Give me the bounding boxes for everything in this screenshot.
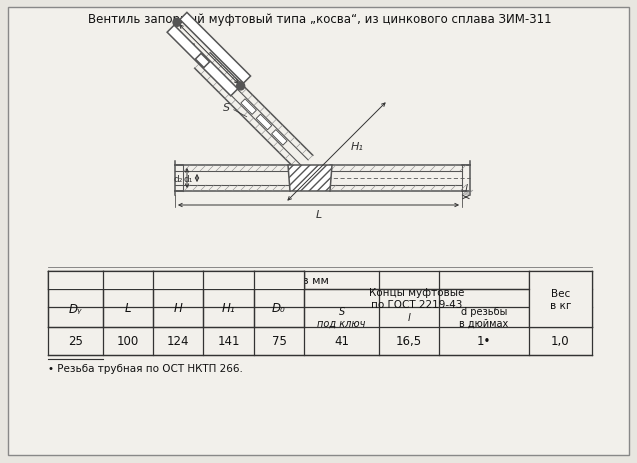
Text: L: L: [315, 210, 322, 219]
Text: 124: 124: [167, 335, 189, 348]
Text: 100: 100: [117, 335, 139, 348]
Text: L: L: [125, 302, 131, 315]
Bar: [48, 271, 103, 289]
Text: 16,5: 16,5: [396, 335, 422, 348]
Text: d₂: d₂: [174, 174, 183, 183]
Text: H₁: H₁: [222, 302, 236, 315]
Text: l: l: [408, 313, 411, 322]
Bar: [48, 271, 304, 289]
Polygon shape: [196, 54, 210, 69]
Text: 1,0: 1,0: [551, 335, 569, 348]
Text: 141: 141: [217, 335, 240, 348]
Text: H₁: H₁: [350, 142, 363, 152]
Text: D₀: D₀: [272, 302, 286, 315]
Text: Вентиль запорный муфтовый типа „косва“, из цинкового сплава ЗИМ-311: Вентиль запорный муфтовый типа „косва“, …: [88, 13, 552, 26]
Text: S
под ключ: S под ключ: [317, 307, 366, 328]
Bar: [529, 271, 592, 327]
Text: 25: 25: [68, 335, 83, 348]
FancyBboxPatch shape: [8, 8, 629, 455]
Bar: [103, 271, 153, 289]
Text: 1•: 1•: [477, 335, 491, 348]
Text: Dᵧ: Dᵧ: [69, 302, 82, 315]
Text: Концы муфтовые
по ГОСТ 2219-43: Концы муфтовые по ГОСТ 2219-43: [369, 288, 464, 309]
Text: l: l: [464, 184, 468, 194]
Polygon shape: [288, 166, 332, 192]
Polygon shape: [180, 13, 250, 84]
Polygon shape: [167, 26, 238, 97]
Bar: [203, 271, 254, 289]
Text: 75: 75: [271, 335, 287, 348]
Text: 41: 41: [334, 335, 349, 348]
Circle shape: [173, 19, 181, 27]
Text: Размеры в мм: Размеры в мм: [248, 275, 329, 285]
Text: d₁: d₁: [183, 174, 193, 183]
Text: H: H: [174, 302, 183, 315]
Text: Вес
в кг: Вес в кг: [550, 288, 571, 310]
Circle shape: [237, 83, 245, 91]
Polygon shape: [256, 115, 272, 131]
Text: S: S: [223, 102, 231, 113]
Text: • Резьба трубная по ОСТ НКТП 266.: • Резьба трубная по ОСТ НКТП 266.: [48, 363, 243, 373]
Bar: [254, 271, 304, 289]
Text: D₀: D₀: [182, 40, 196, 50]
Text: d резьбы
в дюймах: d резьбы в дюймах: [459, 307, 509, 328]
Bar: [153, 271, 203, 289]
Polygon shape: [271, 130, 287, 146]
Polygon shape: [241, 100, 256, 115]
